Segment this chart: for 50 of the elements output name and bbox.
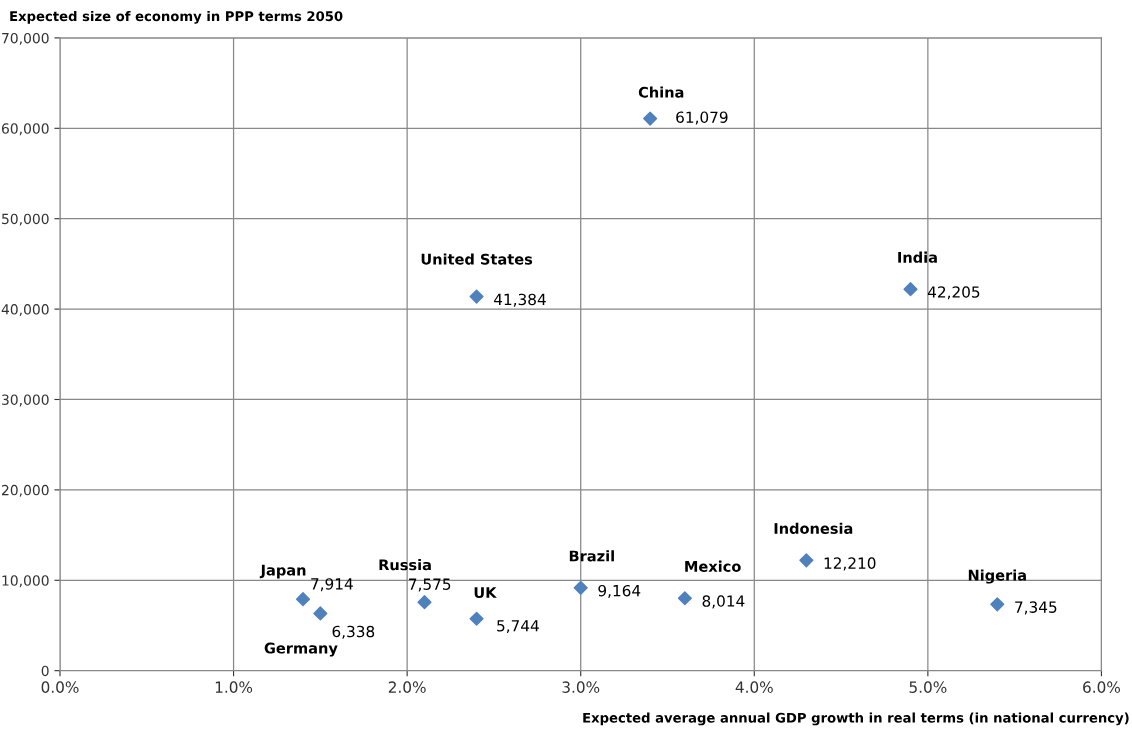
point bbox=[990, 597, 1005, 612]
x-tick-label: 3.0% bbox=[562, 681, 600, 693]
x-tick-label: 5.0% bbox=[909, 681, 947, 693]
data-label: 42,205 bbox=[927, 286, 980, 300]
y-tick-label: 40,000 bbox=[1, 304, 49, 316]
data-label: 7,914 bbox=[311, 578, 353, 592]
y-tick-label: 20,000 bbox=[2, 484, 49, 497]
point bbox=[295, 592, 311, 607]
data-label: 9,164 bbox=[598, 584, 641, 598]
point bbox=[469, 611, 484, 626]
y-tick-label: 0 bbox=[41, 665, 49, 677]
annotation: UK bbox=[474, 587, 497, 598]
point bbox=[573, 580, 588, 595]
annotation: United States bbox=[421, 253, 533, 265]
annotation: Mexico bbox=[685, 560, 741, 572]
y-axis-title: Expected size of economy in PPP terms 2050 bbox=[10, 10, 343, 24]
y-tick-label: 70,000 bbox=[2, 32, 49, 45]
x-tick-label: 2.0% bbox=[388, 681, 426, 693]
data-label: 7,345 bbox=[1015, 601, 1057, 615]
point bbox=[417, 595, 432, 610]
x-tick-label: 1.0% bbox=[215, 681, 253, 693]
point bbox=[313, 606, 328, 621]
x-tick-label: 6.0% bbox=[1083, 681, 1120, 693]
x-tick-label: 4.0% bbox=[735, 681, 773, 693]
x-axis-title: Expected average annual GDP growth in real terms (in national currency) bbox=[583, 712, 1129, 726]
y-tick-label: 60,000 bbox=[1, 123, 49, 136]
y-tick-label: 10,000 bbox=[2, 575, 49, 588]
annotation: Brazil bbox=[569, 550, 614, 562]
annotation: China bbox=[638, 86, 684, 98]
point bbox=[677, 591, 692, 606]
point bbox=[469, 289, 484, 304]
annotation: Nigeria bbox=[968, 569, 1026, 584]
data-label: 41,384 bbox=[493, 293, 546, 307]
x-tick-label: 0.0% bbox=[41, 681, 79, 693]
annotation: Russia bbox=[379, 559, 431, 571]
annotation: Germany bbox=[264, 642, 338, 657]
point bbox=[799, 553, 814, 568]
data-label: 61,079 bbox=[676, 111, 728, 125]
annotation: Indonesia bbox=[774, 522, 853, 534]
data-label: 7,575 bbox=[409, 578, 451, 592]
data-label: 12,210 bbox=[824, 557, 876, 571]
y-tick-label: 30,000 bbox=[2, 394, 49, 407]
annotation: India bbox=[898, 251, 937, 263]
data-label: 6,338 bbox=[332, 625, 375, 639]
y-tick-label: 50,000 bbox=[2, 213, 49, 226]
data-label: 5,744 bbox=[497, 620, 539, 634]
point bbox=[903, 282, 918, 297]
data-label: 8,014 bbox=[702, 595, 745, 609]
annotation: Japan bbox=[259, 564, 306, 579]
point bbox=[643, 111, 658, 126]
